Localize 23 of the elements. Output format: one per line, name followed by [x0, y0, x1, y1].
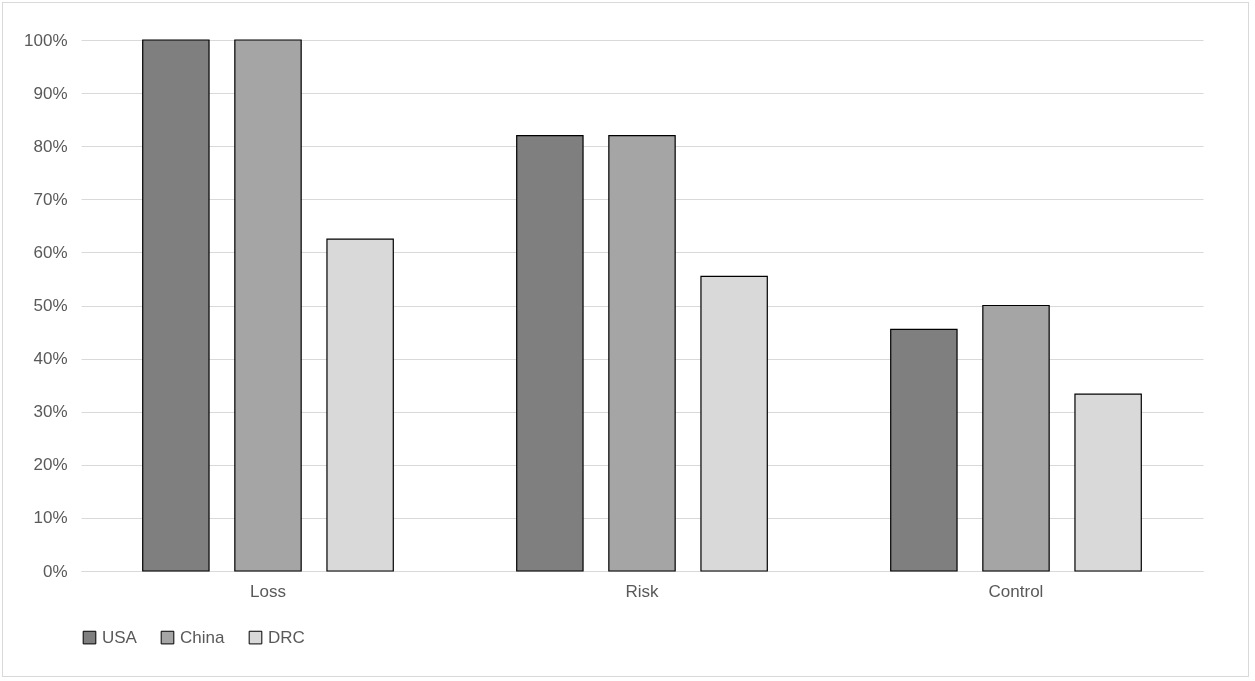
x-tick-label: Loss — [250, 581, 286, 601]
y-tick-label: 30% — [33, 402, 68, 422]
bar — [516, 134, 584, 572]
legend-label: USA — [102, 627, 138, 647]
bar — [890, 328, 958, 572]
x-tick-label: Control — [988, 581, 1044, 601]
y-tick-label: 20% — [33, 455, 68, 475]
x-tick-label: Risk — [625, 581, 660, 601]
y-tick-label: 60% — [33, 242, 68, 262]
y-tick-label: 40% — [33, 349, 68, 369]
y-tick-label: 0% — [42, 561, 68, 581]
legend-label: China — [180, 627, 225, 647]
bar — [608, 134, 676, 572]
y-tick-label: 10% — [33, 508, 68, 528]
y-tick-label: 70% — [33, 189, 68, 209]
y-tick-label: 50% — [33, 296, 68, 315]
bar — [142, 39, 210, 572]
y-tick-label: 80% — [33, 136, 68, 156]
bar — [234, 39, 302, 572]
y-tick-label: 100% — [24, 30, 68, 50]
legend-label: DRC — [268, 627, 305, 647]
bar — [982, 304, 1050, 572]
y-tick-label: 90% — [33, 83, 68, 103]
